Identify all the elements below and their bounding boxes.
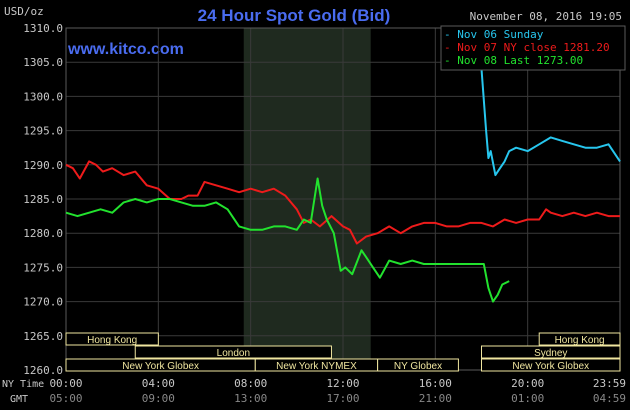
session-label: New York Globex (122, 361, 199, 372)
y-tick-label: 1310.0 (23, 22, 63, 35)
session-box (481, 345, 621, 359)
session-label: NY Globex (394, 361, 442, 372)
session-box (134, 345, 332, 359)
session-label: Sydney (534, 348, 567, 359)
x-tick-label-ny: 23:59 (593, 377, 626, 390)
session-label: Hong Kong (555, 335, 605, 346)
chart-legend: - Nov 06 Sunday- Nov 07 NY close 1281.20… (440, 25, 626, 71)
legend-entry: - Nov 08 Last 1273.00 (444, 54, 583, 67)
session-box (481, 358, 621, 372)
series-line (65, 160, 620, 245)
x-tick-label-gmt: 09:00 (142, 392, 175, 405)
x-tick-label-gmt: 01:00 (511, 392, 544, 405)
x-tick-label-gmt: 05:00 (49, 392, 82, 405)
x-tick-label-ny: 20:00 (511, 377, 544, 390)
session-label: Hong Kong (87, 335, 137, 346)
legend-entry: - Nov 06 Sunday (444, 28, 544, 41)
x-axis-ticks: NY Time GMT 00:00 05:00 04:00 09:00 08:00 13:00… (2, 377, 626, 405)
session-label: New York NYMEX (276, 361, 357, 372)
market-sessions: Hong Kong Hong Kong London Sydney New York G… (65, 332, 621, 372)
y-tick-label: 1305.0 (23, 56, 63, 69)
series-lines (65, 68, 621, 303)
y-tick-label: 1265.0 (23, 330, 63, 343)
chart-title: 24 Hour Spot Gold (Bid) (198, 6, 391, 25)
y-tick-label: 1280.0 (23, 227, 63, 240)
session-box (377, 358, 459, 372)
y-tick-label: 1300.0 (23, 90, 63, 103)
session-box (65, 332, 159, 346)
y-tick-label: 1285.0 (23, 193, 63, 206)
x-tick-label-gmt: 04:59 (593, 392, 626, 405)
series-line (65, 177, 510, 303)
x-tick-label-gmt: 21:00 (419, 392, 452, 405)
x-tick-label-ny: 12:00 (326, 377, 359, 390)
y-tick-label: 1275.0 (23, 261, 63, 274)
x-tick-label-ny: 04:00 (142, 377, 175, 390)
x-row-label-ny: NY Time (2, 379, 44, 390)
legend-box (440, 25, 626, 71)
y-tick-label: 1270.0 (23, 296, 63, 309)
x-row-label-gmt: GMT (10, 394, 28, 405)
y-axis-ticks: 1310.0 1305.0 1300.0 1295.0 1290.0 1285.0 1280… (23, 22, 63, 377)
y-axis-unit-label: USD/oz (4, 5, 44, 18)
x-tick-label-ny: 08:00 (234, 377, 267, 390)
kitco-watermark: www.kitco.com (67, 41, 184, 58)
session-box (538, 332, 621, 346)
x-tick-label-ny: 00:00 (49, 377, 82, 390)
chart-datetime: November 08, 2016 19:05 (470, 10, 622, 23)
legend-entry: - Nov 07 NY close 1281.20 (444, 41, 610, 54)
x-tick-label-gmt: 17:00 (326, 392, 359, 405)
x-tick-label-gmt: 13:00 (234, 392, 267, 405)
session-label: London (217, 348, 250, 359)
x-tick-label-ny: 16:00 (419, 377, 452, 390)
series-line (480, 68, 621, 177)
session-label: New York Globex (512, 361, 589, 372)
y-tick-label: 1290.0 (23, 159, 63, 172)
y-tick-label: 1260.0 (23, 364, 63, 377)
y-tick-label: 1295.0 (23, 125, 63, 138)
